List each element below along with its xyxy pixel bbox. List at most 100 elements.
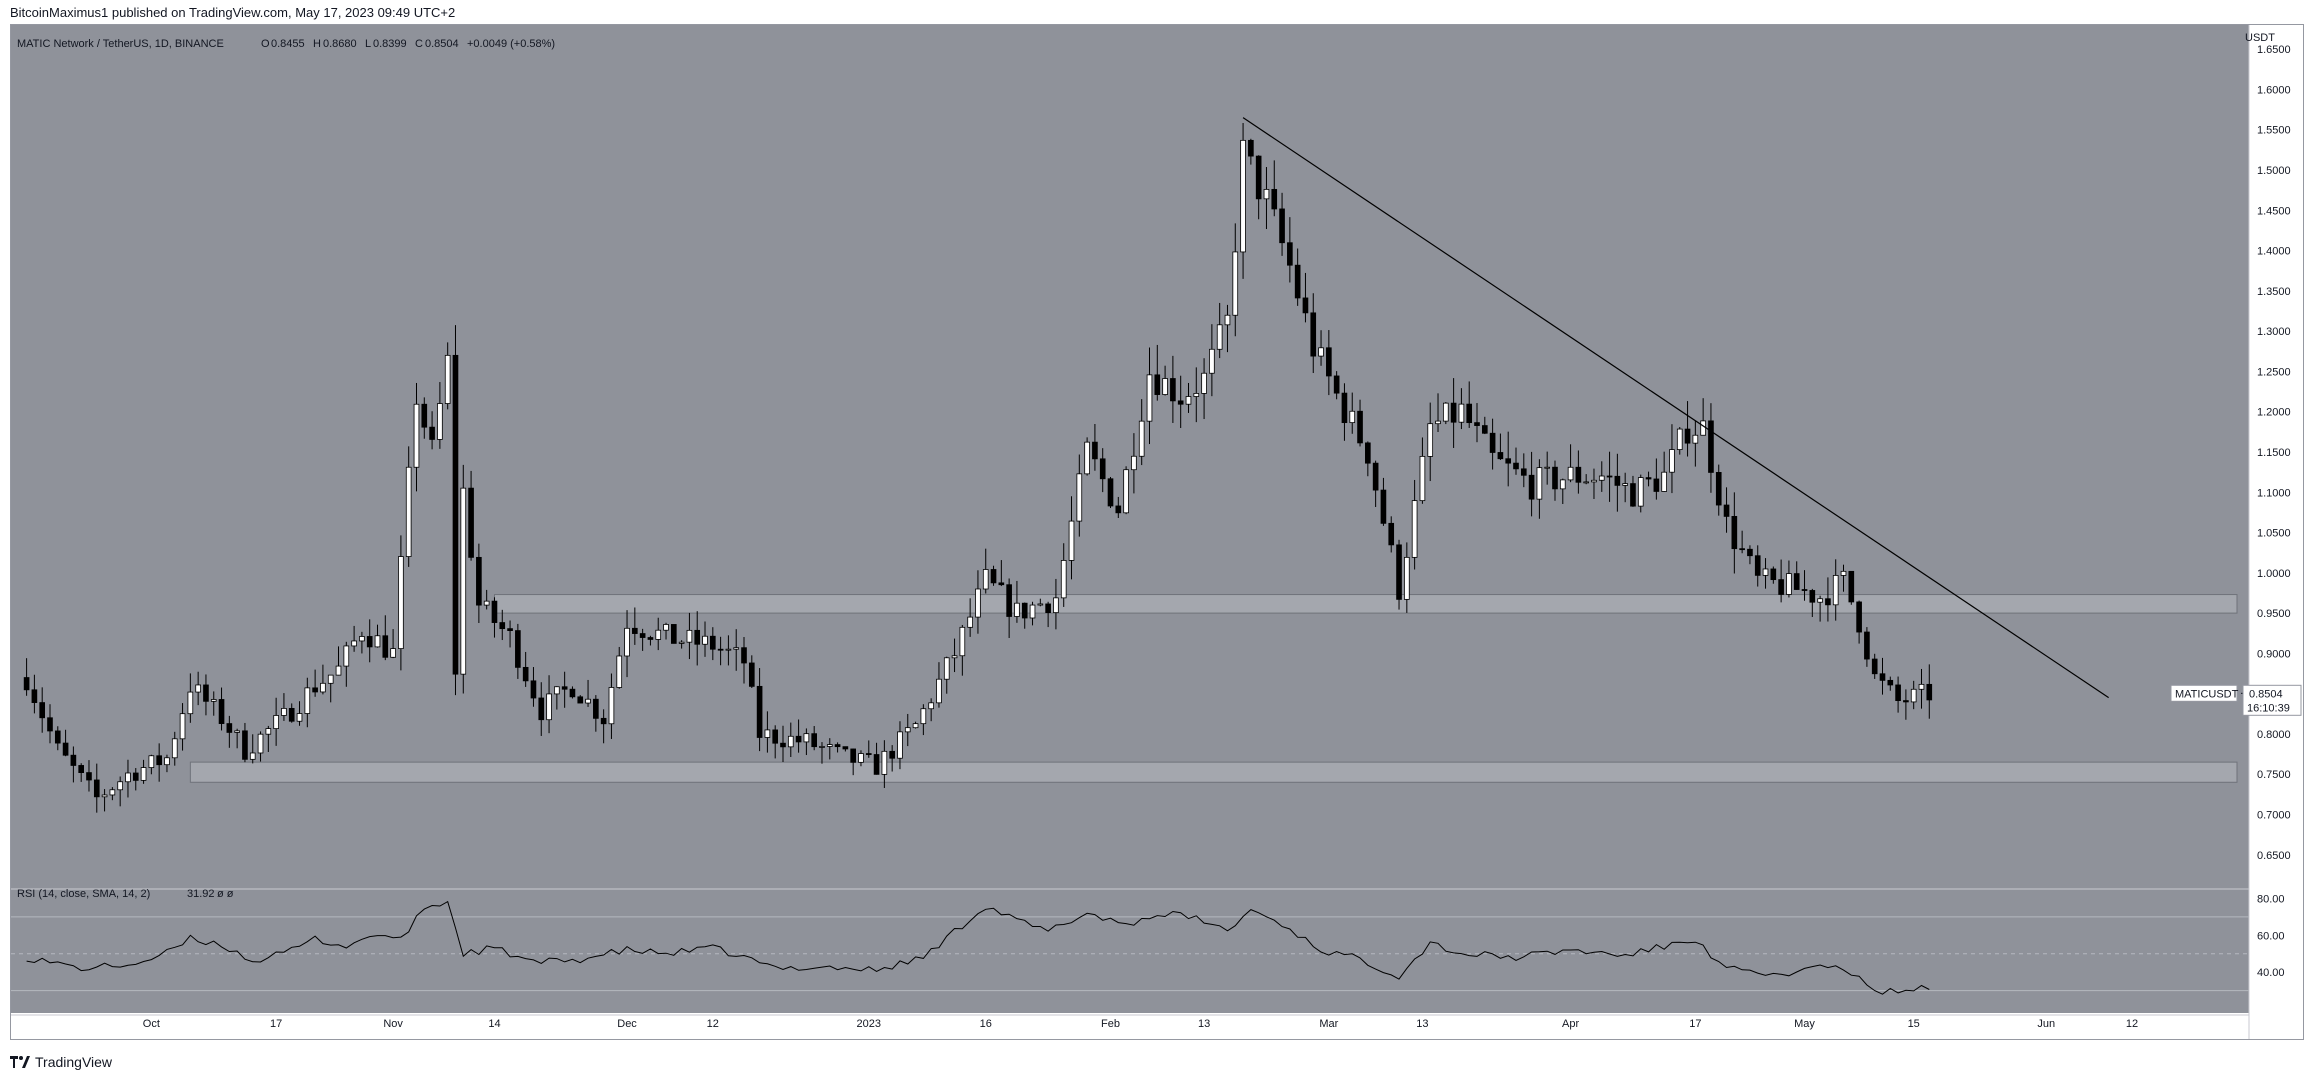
candle [865,740,872,758]
tradingview-logo-icon [10,1056,30,1068]
candle-body [608,687,615,725]
price-tag-countdown: 16:10:39 [2247,702,2290,714]
candle-body [1287,242,1293,266]
candle-body [1669,449,1675,473]
candle-body [1427,423,1434,457]
candle [1279,192,1285,256]
candle [1825,577,1831,622]
candle [1840,564,1847,592]
candle [39,687,46,733]
candle-body [733,647,740,650]
candle [593,695,599,732]
candle-body [624,627,630,657]
candle [507,620,513,648]
candle-body [1396,544,1402,600]
candle [1068,496,1075,580]
candle-body [928,702,934,710]
candle-body [1497,452,1504,460]
candle-body [904,727,911,733]
candle [632,607,638,645]
candle [1442,402,1449,425]
candle [1177,375,1184,428]
price-tick-label: 1.0500 [2257,528,2291,540]
candle [1754,545,1761,587]
candle-body [23,677,30,691]
candle [491,597,498,638]
candle [374,624,381,648]
symbol-tag-box [2170,684,2238,702]
candle [1006,578,1012,638]
candle [1520,453,1527,488]
candle-body [795,735,802,743]
candle [483,589,490,610]
time-tick-label: Jun [2037,1018,2055,1030]
candle-body [569,688,576,698]
candle-body [842,746,849,750]
candle [1084,437,1090,476]
candle-body [632,627,638,634]
candle [1903,689,1909,720]
candle [647,635,654,646]
candle [1271,160,1278,217]
rsi-line [26,900,1930,995]
candle-body [1520,468,1527,476]
candle-body [538,697,545,721]
candle-body [125,772,131,783]
candle-body [1458,403,1465,423]
time-tick-label: 13 [1198,1018,1210,1030]
candle [257,731,264,762]
legend-l-label: L [365,38,371,50]
candle-body [1419,455,1426,502]
candle [1801,570,1808,601]
time-tick-label: May [1794,1018,1815,1030]
candle-body [1817,598,1823,603]
candle [1567,444,1574,483]
tradingview-branding[interactable]: TradingView [10,1052,112,1072]
candle-body [78,765,84,773]
candle [1092,423,1098,471]
candle [780,725,786,762]
candle-body [967,616,973,628]
candle-body [1232,251,1239,316]
candle [538,682,545,736]
candle-body [1825,598,1831,606]
time-tick-label: Apr [1562,1018,1579,1030]
time-tick-label: Nov [383,1018,403,1030]
legend-change: +0.0049 (+0.58%) [467,38,555,50]
support-zone-2 [493,594,2238,614]
candle [1209,324,1215,397]
candle-body [616,655,623,688]
rsi-tick-label: 60.00 [2257,930,2285,942]
candle-body [1014,602,1020,617]
price-chart-svg[interactable]: 0.65000.70000.75000.80000.85000.90000.95… [11,25,2303,1039]
candle-body [1442,402,1449,422]
candle-body [1591,479,1597,483]
candle-body [1513,462,1519,470]
candle [1926,664,1933,719]
price-tick-label: 1.2000 [2257,407,2291,419]
candle [1123,466,1129,515]
candle [577,695,584,704]
candle-body [1146,374,1153,422]
candle [756,668,763,752]
candle [600,709,607,744]
candle [764,711,771,753]
candle [616,646,623,689]
candle [1622,472,1628,503]
candle [1131,433,1137,494]
candle [1606,451,1613,502]
candle-body [1661,471,1667,492]
candle-body [1349,410,1356,424]
candle-body [460,487,467,675]
candle-body [990,569,997,584]
candle-body [273,715,279,730]
candle-body [530,680,537,699]
candle [733,629,740,671]
candle-body [1630,483,1636,507]
candle-body [1731,516,1738,550]
candle-body [671,624,677,644]
chart-container[interactable]: 0.65000.70000.75000.80000.85000.90000.95… [10,24,2304,1040]
candle-body [249,752,256,760]
candle [1481,416,1488,435]
candle-body [70,754,77,766]
